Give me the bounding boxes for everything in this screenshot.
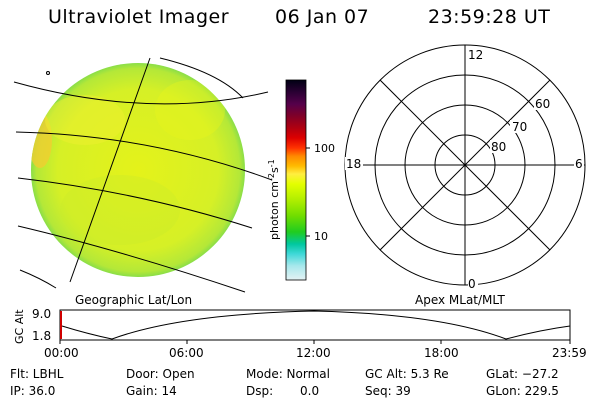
mode-info: Mode: Normal (246, 367, 330, 381)
door-info: Door: Open (126, 367, 195, 381)
altitude-curve (61, 310, 571, 340)
mlt-label-12: 12 (468, 48, 483, 62)
polar-caption: Apex MLat/MLT (415, 293, 505, 307)
colorbar-unit-label: photon cm-2s-1 (267, 159, 281, 240)
seq-info: Seq: 39 (365, 384, 411, 398)
geo-caption: Geographic Lat/Lon (75, 293, 192, 307)
altitude-y-bottom: 1.8 (32, 329, 51, 343)
lat-line-2 (15, 131, 273, 181)
disk-texture (31, 80, 225, 245)
x-tick-label-4: 23:59 (552, 346, 587, 360)
altitude-plot-frame (59, 309, 571, 341)
geo-pole-marker (46, 71, 50, 75)
mlt-label-6: 6 (575, 157, 583, 171)
unit-base: photon cm (268, 181, 281, 240)
mlat-label-80: 80 (491, 140, 506, 154)
time-label: 23:59:28 UT (428, 6, 551, 28)
date-label: 06 Jan 07 (275, 6, 370, 28)
polar-plot (344, 44, 586, 286)
gain-info: Gain: 14 (126, 384, 177, 398)
unit-exp2: -1 (267, 159, 276, 167)
altitude-plot: GC Alt 9.0 1.8 00:00 06:00 12:00 18:00 2… (13, 307, 587, 360)
colorbar: 100 10 photon cm-2s-1 (267, 79, 335, 281)
dsp-value: 0.0 (300, 384, 320, 398)
geo-image-panel (13, 57, 273, 293)
lon-line-2 (159, 57, 244, 99)
polar-labels: 12 18 6 0 60 70 80 (345, 48, 584, 291)
colorbar-scale (285, 79, 307, 281)
filter-info: Flt: LBHL (10, 367, 64, 381)
gc-alt-info: GC Alt: 5.3 Re (365, 367, 449, 381)
lon-line-1 (69, 57, 151, 283)
altitude-y-top: 9.0 (32, 307, 51, 321)
lat-line-3 (17, 177, 253, 229)
mlt-label-18: 18 (346, 157, 361, 171)
x-tick-label-2: 12:00 (296, 346, 331, 360)
x-tick-label-1: 06:00 (169, 346, 204, 360)
x-tick-label-0: 00:00 (44, 346, 79, 360)
mlat-label-70: 70 (512, 120, 527, 134)
geo-grid-lines (13, 57, 273, 293)
unit-exp1: -2 (267, 173, 276, 181)
glat-info: GLat: −27.2 (486, 367, 559, 381)
mlt-label-0: 0 (468, 277, 476, 291)
altitude-ylabel: GC Alt (13, 309, 26, 344)
glon-info: GLon: 229.5 (486, 384, 559, 398)
lat-line-1 (13, 81, 269, 105)
app-title: Ultraviolet Imager (48, 6, 230, 28)
colorbar-label-high: 100 (314, 142, 335, 155)
mlat-label-60: 60 (535, 97, 550, 111)
colorbar-label-low: 10 (314, 230, 328, 243)
polar-diag-2 (379, 79, 551, 251)
x-tick-label-3: 18:00 (424, 346, 459, 360)
dsp-label: Dsp: (246, 384, 274, 398)
lat-line-5 (19, 269, 57, 289)
ip-info: IP: 36.0 (10, 384, 56, 398)
lat-line-4 (17, 225, 246, 293)
unit-mid: s (268, 167, 281, 173)
